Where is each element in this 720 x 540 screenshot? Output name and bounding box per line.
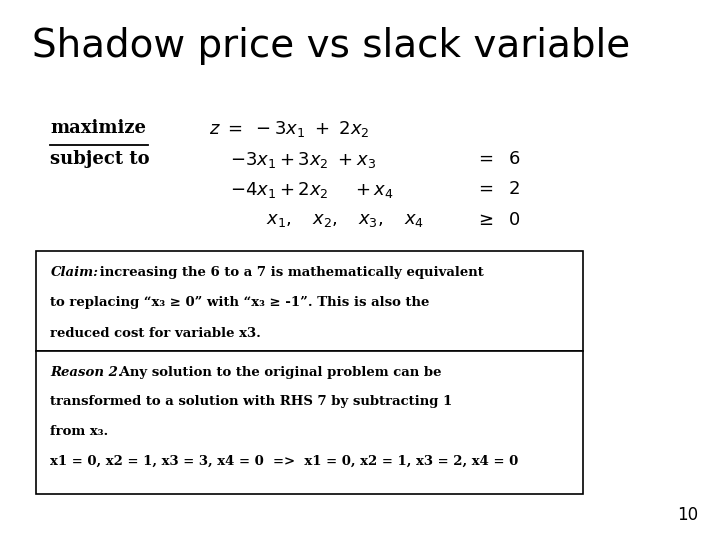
Text: Shadow price vs slack variable: Shadow price vs slack variable [32,27,631,65]
Text: 10: 10 [678,506,698,524]
Text: x1 = 0, x2 = 1, x3 = 3, x4 = 0  =>  x1 = 0, x2 = 1, x3 = 2, x4 = 0: x1 = 0, x2 = 1, x3 = 3, x4 = 0 => x1 = 0… [50,455,518,468]
Text: subject to: subject to [50,150,150,167]
Text: $z\ =\ -3x_1\ +\ 2x_2$: $z\ =\ -3x_1\ +\ 2x_2$ [209,119,369,139]
Text: increasing the 6 to a 7 is mathematically equivalent: increasing the 6 to a 7 is mathematicall… [95,266,484,279]
Text: Any solution to the original problem can be: Any solution to the original problem can… [115,366,441,379]
FancyBboxPatch shape [36,351,583,494]
Text: maximize: maximize [50,119,146,137]
Text: $-3x_1 + 3x_2\ +x_3$: $-3x_1 + 3x_2\ +x_3$ [230,150,377,170]
Text: $x_1,\quad x_2,\quad x_3,\quad x_4$: $x_1,\quad x_2,\quad x_3,\quad x_4$ [266,211,425,229]
Text: to replacing “x₃ ≥ 0” with “x₃ ≥ -1”. This is also the: to replacing “x₃ ≥ 0” with “x₃ ≥ -1”. Th… [50,296,430,309]
Text: Reason 2.: Reason 2. [50,366,123,379]
Text: $=\ \ 6$: $=\ \ 6$ [475,150,521,167]
Text: $\geq\ \ 0$: $\geq\ \ 0$ [475,211,521,229]
FancyBboxPatch shape [36,251,583,351]
Text: reduced cost for variable x3.: reduced cost for variable x3. [50,327,261,340]
Text: from x₃.: from x₃. [50,425,109,438]
Text: $=\ \ 2$: $=\ \ 2$ [475,180,521,198]
Text: transformed to a solution with RHS 7 by subtracting 1: transformed to a solution with RHS 7 by … [50,395,453,408]
Text: Claim:: Claim: [50,266,99,279]
Text: $-4x_1 + 2x_2\quad\ +x_4$: $-4x_1 + 2x_2\quad\ +x_4$ [230,180,395,200]
